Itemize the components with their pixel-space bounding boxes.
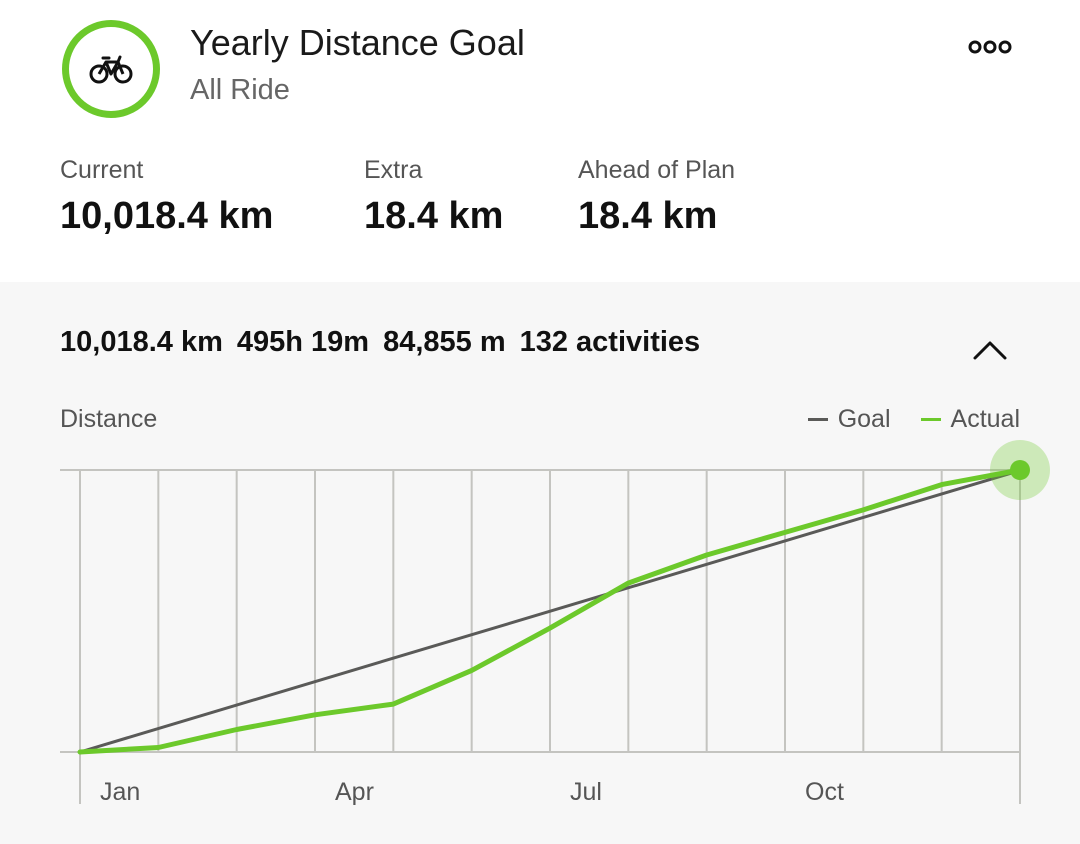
summary-distance: 10,018.4 km [60, 326, 223, 358]
x-tick-label: Oct [805, 778, 844, 806]
stats-panel: 10,018.4 km 495h 19m 84,855 m 132 activi… [0, 282, 1080, 844]
bike-icon [89, 55, 133, 84]
more-options-button[interactable] [962, 30, 1018, 64]
goal-subtitle: All Ride [190, 74, 290, 106]
stat-current: Current 10,018.4 km [60, 156, 273, 238]
goal-title: Yearly Distance Goal [190, 22, 525, 63]
legend-label-actual: Actual [950, 405, 1020, 433]
stat-value: 18.4 km [578, 195, 718, 237]
stat-label: Current [60, 156, 144, 184]
stat-label: Ahead of Plan [578, 156, 736, 184]
stat-value: 18.4 km [364, 195, 504, 237]
legend-item-actual: Actual [920, 405, 1020, 434]
legend-label-goal: Goal [837, 405, 891, 433]
x-tick-label: Jan [100, 778, 140, 806]
stat-ahead-of-plan: Ahead of Plan 18.4 km [578, 156, 735, 238]
x-tick-label: Jul [570, 778, 602, 806]
actual-series-line [77, 467, 1023, 755]
stat-value: 10,018.4 km [60, 195, 274, 237]
x-tick-label: Apr [335, 778, 374, 806]
stat-label: Extra [364, 156, 423, 184]
legend-swatch-actual [920, 418, 941, 421]
more-options-icon [968, 40, 1012, 54]
goal-series-line [78, 469, 1022, 754]
summary-row: 10,018.4 km 495h 19m 84,855 m 132 activi… [60, 326, 700, 359]
distance-chart: Jan Apr Jul Oct [60, 440, 1050, 806]
chevron-up-icon [973, 341, 1007, 360]
stat-extra: Extra 18.4 km [364, 156, 503, 238]
summary-elevation: 84,855 m [383, 326, 506, 358]
summary-time: 495h 19m [236, 326, 370, 358]
goal-progress-ring [62, 20, 160, 118]
legend-item-goal: Goal [807, 405, 891, 434]
summary-activities: 132 activities [519, 326, 701, 358]
current-point-marker [1010, 460, 1030, 480]
goal-header: Yearly Distance Goal All Ride Current 10… [0, 0, 1080, 282]
collapse-button[interactable] [964, 330, 1016, 370]
y-axis-label: Distance [60, 405, 158, 433]
legend-swatch-goal [807, 418, 828, 421]
chart-legend: Goal Actual [807, 405, 1020, 434]
